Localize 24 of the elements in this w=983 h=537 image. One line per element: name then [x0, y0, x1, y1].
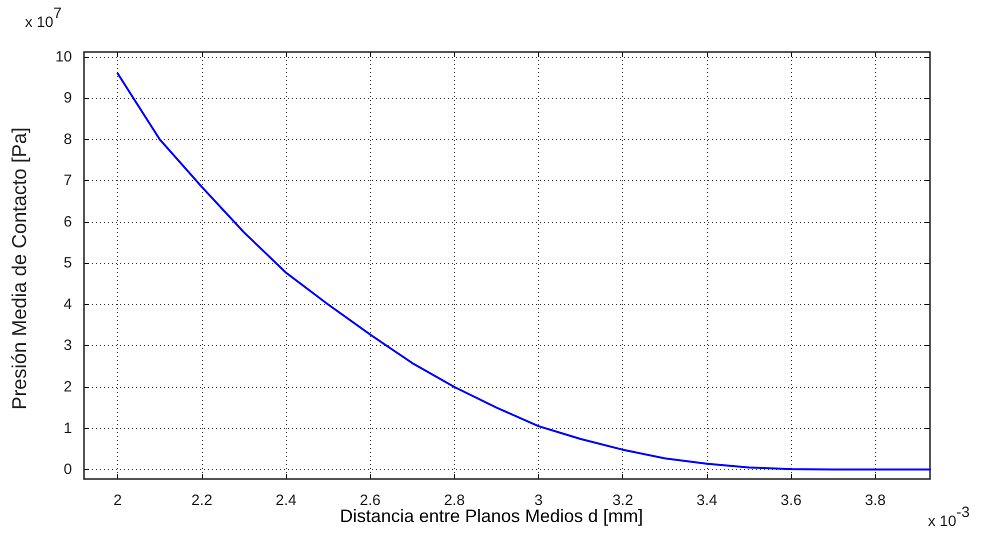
x-tick-label: 2 — [114, 492, 122, 509]
y-tick-label: 0 — [64, 461, 72, 478]
y-tick-label: 4 — [64, 296, 72, 313]
y-axis-title: Presión Media de Contacto [Pa] — [9, 127, 31, 410]
x-axis-title: Distancia entre Planos Medios d [mm] — [340, 506, 644, 526]
x-tick-label: 3.4 — [696, 492, 718, 509]
y-tick-label: 1 — [64, 420, 72, 437]
y-tick-label: 9 — [64, 90, 72, 107]
x-tick-label: 3.8 — [864, 492, 886, 509]
y-tick-label: 10 — [55, 48, 72, 66]
x-tick-label: 3.6 — [780, 492, 802, 509]
x-tick-label: 2.8 — [444, 492, 465, 509]
x-tick-label: 3 — [534, 492, 543, 509]
x-tick-label: 2.2 — [191, 492, 212, 509]
line-series — [116, 72, 931, 471]
y-tick-label: 5 — [64, 254, 72, 272]
y-tick-label: 3 — [64, 337, 72, 354]
y-tick-label: 7 — [64, 172, 72, 190]
x-tick-label: 2.4 — [276, 492, 296, 509]
y-tick-label: 6 — [64, 213, 72, 230]
x-tick-label: 2.6 — [360, 492, 381, 509]
y-tick-label: 2 — [64, 378, 72, 396]
x-tick-label: 3.2 — [612, 492, 634, 509]
y-tick-label: 8 — [64, 130, 72, 148]
